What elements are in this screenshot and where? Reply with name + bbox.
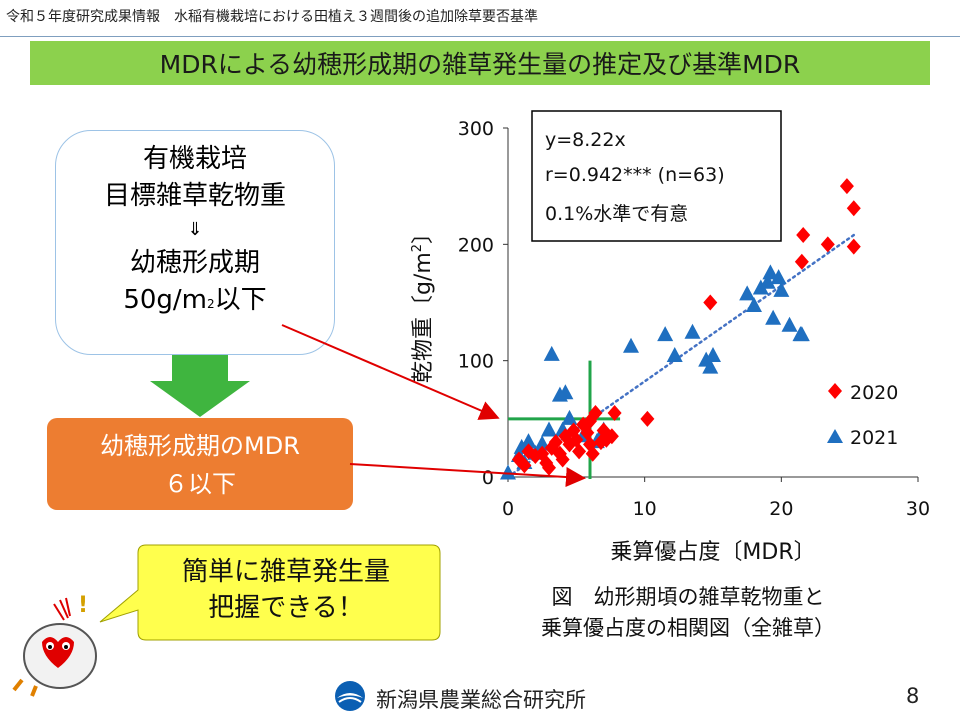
point-2020 — [794, 253, 809, 270]
point-2020 — [839, 178, 854, 195]
x-axis-title: 乗算優占度〔MDR〕 — [610, 540, 815, 565]
bubble-line-4-sup: 2 — [207, 297, 215, 311]
pointer-arrow-target — [281, 324, 500, 420]
y-tick-label: 200 — [458, 234, 494, 256]
point-2021 — [684, 323, 701, 339]
stats-correlation: r=0.942*** (n=63) — [545, 164, 725, 186]
point-2020 — [588, 405, 603, 422]
mdr-box-line-1: 幼穂形成期のMDR — [100, 432, 300, 460]
point-2020 — [820, 236, 835, 253]
bubble-line-3: 幼穂形成期 — [129, 248, 260, 278]
point-2021 — [770, 269, 787, 285]
point-2020 — [846, 200, 861, 217]
point-2020 — [585, 445, 600, 462]
legend-marker-2020 — [828, 383, 842, 399]
point-2021 — [623, 337, 639, 353]
point-2021 — [765, 309, 782, 325]
caption-line-2: 乗算優占度の相関図（全雑草） — [541, 616, 835, 640]
legend-label-2020: 2020 — [850, 382, 898, 404]
point-2020 — [846, 238, 861, 255]
stats-equation: y=8.22x — [545, 129, 626, 151]
legend-label-2021: 2021 — [850, 427, 898, 449]
pointer-arrow-mdr — [349, 463, 586, 488]
point-2021 — [561, 409, 578, 425]
point-2021 — [793, 326, 810, 342]
page-number: 8 — [906, 684, 920, 708]
y-axis-title-main: 乾物重〔g/m — [411, 252, 436, 383]
target-bubble: 有機栽培 目標雑草乾物重 ⇓ 幼穂形成期 50g/m2以下 — [55, 130, 335, 355]
point-2020 — [569, 431, 584, 448]
callout-line-1: 簡単に雑草発生量 — [181, 557, 390, 587]
y-axis-title: 乾物重〔g/m2〕 — [410, 222, 436, 383]
svg-text:!: ! — [78, 593, 88, 618]
callout-text: 簡単に雑草発生量 把握できる！ — [140, 554, 432, 626]
point-2020 — [604, 428, 619, 445]
header-divider — [0, 36, 960, 37]
bubble-line-4-tail: 以下 — [214, 285, 267, 315]
y-axis-title-sup: 2 — [410, 244, 425, 252]
point-2020 — [796, 227, 811, 244]
point-2020 — [572, 443, 587, 460]
institute-name: 新潟県農業総合研究所 — [376, 688, 586, 712]
point-2020 — [542, 459, 556, 476]
point-2020 — [580, 424, 595, 441]
x-tick-label: 0 — [502, 498, 514, 520]
point-2021 — [759, 273, 776, 289]
point-2021 — [657, 326, 674, 342]
point-2021 — [773, 281, 790, 297]
mdr-threshold-box: 幼穂形成期のMDR ６以下 — [47, 418, 353, 510]
institute-logo-icon — [335, 681, 365, 711]
point-2021 — [781, 316, 798, 332]
slide-header: 令和５年度研究成果情報 水稲有機栽培における田植え３週間後の追加除草要否基準 — [6, 9, 538, 25]
y-tick-label: 300 — [458, 118, 494, 140]
point-2020 — [703, 294, 718, 311]
point-2020 — [555, 451, 570, 468]
point-2021 — [520, 433, 537, 449]
y-tick-label: 100 — [458, 351, 494, 373]
bubble-line-4-value: 50g/m — [123, 285, 208, 315]
slide-title: MDRによる幼穂形成期の雑草発生量の推定及び基準MDR — [30, 41, 930, 85]
stats-significance: 0.1%水準で有意 — [545, 203, 688, 225]
bubble-line-4: 50g/m2以下 — [56, 282, 334, 319]
point-2020 — [640, 410, 655, 427]
green-down-arrow — [150, 355, 250, 417]
bubble-down-arrow: ⇓ — [187, 219, 203, 240]
y-tick-label: 0 — [482, 467, 494, 489]
point-2020 — [607, 405, 622, 422]
bubble-line-1: 有機栽培 — [142, 144, 247, 174]
callout-line-2: 把握できる！ — [208, 593, 364, 623]
slide-title-text: MDRによる幼穂形成期の雑草発生量の推定及び基準MDR — [159, 50, 801, 79]
bubble-line-2: 目標雑草乾物重 — [103, 181, 286, 211]
point-2021 — [739, 285, 756, 301]
point-2021 — [746, 296, 762, 312]
caption-line-1: 図 幼形期頃の雑草乾物重と — [551, 585, 825, 609]
point-2021 — [500, 464, 516, 480]
point-2020 — [548, 434, 563, 451]
point-2021 — [666, 347, 683, 363]
legend-marker-2021 — [827, 429, 843, 443]
stats-box — [531, 110, 782, 242]
point-2021 — [705, 347, 721, 363]
y-axis-title-tail: 〕 — [411, 222, 436, 244]
x-tick-label: 10 — [633, 498, 657, 520]
point-2020 — [517, 457, 532, 474]
point-2021 — [557, 384, 574, 400]
point-2021 — [702, 358, 719, 374]
mascot-icon: ! — [12, 593, 97, 697]
x-tick-label: 30 — [906, 498, 930, 520]
mdr-box-line-2: ６以下 — [164, 470, 236, 498]
figure-caption: 図 幼形期頃の雑草乾物重と 乗算優占度の相関図（全雑草） — [478, 582, 898, 644]
point-2021 — [762, 264, 779, 280]
x-tick-label: 20 — [769, 498, 793, 520]
point-2021 — [543, 345, 560, 361]
point-2021 — [541, 421, 557, 437]
